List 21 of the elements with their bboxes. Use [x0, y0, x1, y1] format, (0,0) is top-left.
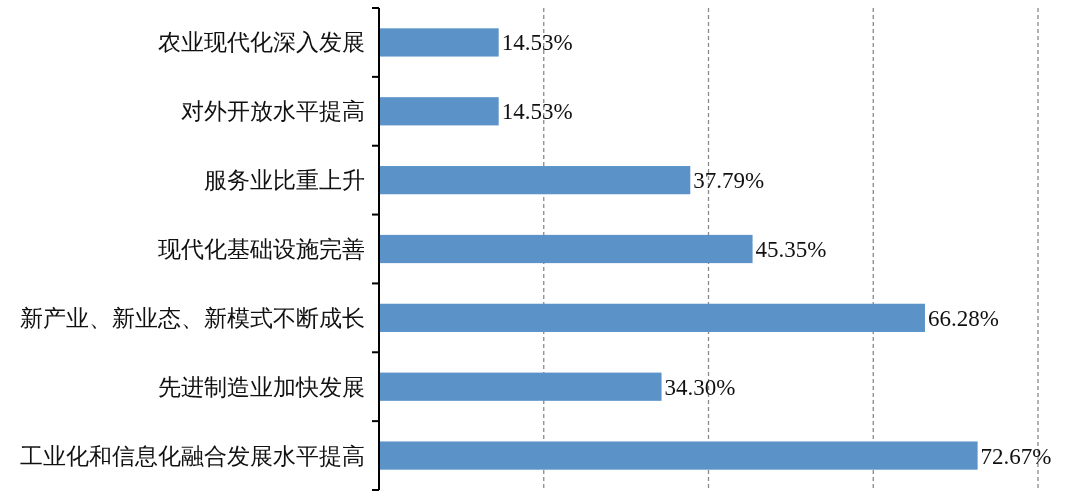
y-tick-label: 农业现代化深入发展	[158, 30, 365, 56]
bar	[379, 97, 499, 126]
data-label: 14.53%	[501, 99, 573, 125]
y-tick-label: 新产业、新业态、新模式不断成长	[20, 305, 365, 331]
y-tick-label: 对外开放水平提高	[181, 99, 365, 125]
data-label: 37.79%	[693, 168, 765, 194]
data-label: 66.28%	[927, 305, 999, 331]
bar	[379, 303, 925, 332]
bar	[379, 234, 753, 264]
bar	[379, 441, 978, 470]
bar	[379, 372, 662, 401]
data-label: 34.30%	[664, 374, 736, 400]
y-tick-label: 工业化和信息化融合发展水平提高	[20, 443, 365, 469]
data-label: 14.53%	[501, 30, 573, 56]
data-label: 72.67%	[980, 443, 1052, 469]
bar	[379, 28, 499, 57]
data-label: 45.35%	[755, 237, 827, 262]
y-tick-label: 先进制造业加快发展	[158, 374, 365, 400]
y-tick-label: 服务业比重上升	[204, 168, 365, 194]
y-tick-label: 现代化基础设施完善	[158, 237, 365, 262]
bar	[379, 166, 691, 195]
